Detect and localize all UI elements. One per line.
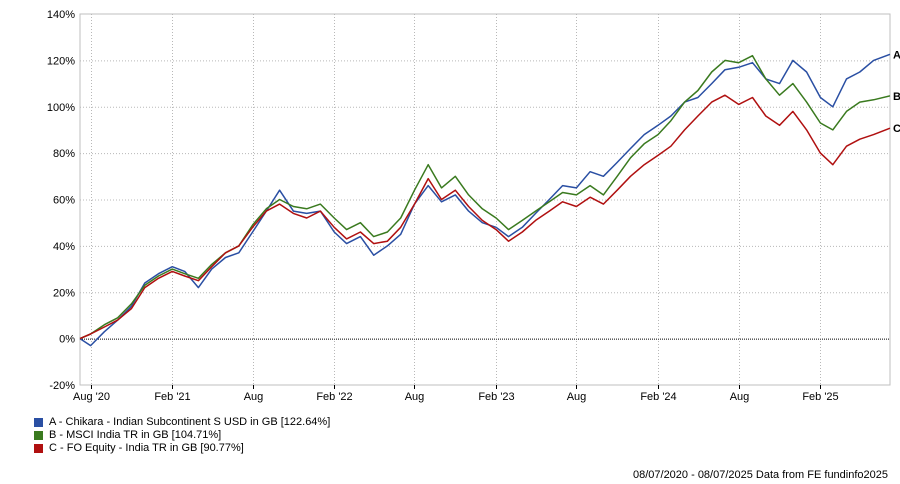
y-tick-label: 40% [53,241,75,253]
performance-chart: -20% 0% 20% 40% 60% 80% 100% 120% 140% Aug '20 Feb… [47,9,900,403]
legend: A - Chikara - Indian Subcontinent S USD … [34,416,330,455]
legend-item-c[interactable]: C - FO Equity - India TR in GB [90.77%] [34,442,330,455]
legend-label-b: B - MSCI India TR in GB [104.71%] [49,429,222,441]
y-tick-label: 80% [53,148,75,160]
y-tick-label: 100% [47,102,75,114]
axis-layer: -20% 0% 20% 40% 60% 80% 100% 120% 140% Aug '20 Feb… [47,9,839,403]
x-tick-label: Aug [730,391,750,403]
series-line-c [79,94,891,340]
x-tick-label: Aug [405,391,425,403]
series-line-a [79,53,891,347]
x-tick-label: Feb '24 [640,391,676,403]
legend-item-a[interactable]: A - Chikara - Indian Subcontinent S USD … [34,416,330,429]
x-tick-label: Feb '22 [316,391,352,403]
grid-layer [79,13,891,386]
x-tick-label: Feb '23 [478,391,514,403]
y-tick-label: 140% [47,9,75,21]
legend-swatch-b [34,431,43,440]
legend-label-c: C - FO Equity - India TR in GB [90.77%] [49,442,244,454]
series-end-label-a: A [893,49,900,61]
legend-swatch-a [34,418,43,427]
label-layer: A B C [893,49,900,135]
series-line-b [79,54,891,340]
x-tick-label: Feb '21 [154,391,190,403]
y-tick-label: -20% [49,380,75,392]
y-tick-label: 120% [47,55,75,67]
x-tick-label: Aug [244,391,264,403]
series-layer [79,53,891,347]
x-tick-label: Aug [567,391,587,403]
legend-label-a: A - Chikara - Indian Subcontinent S USD … [49,416,331,428]
series-end-label-b: B [893,91,900,103]
y-tick-label: 20% [53,287,75,299]
legend-item-b[interactable]: B - MSCI India TR in GB [104.71%] [34,429,330,442]
data-source-footer: 08/07/2020 - 08/07/2025 Data from FE fun… [632,469,888,481]
x-tick-label: Aug '20 [73,391,110,403]
legend-swatch-c [34,444,43,453]
x-tick-label: Feb '25 [802,391,838,403]
series-end-label-c: C [893,123,900,135]
y-tick-label: 60% [53,195,75,207]
y-tick-label: 0% [59,334,75,346]
